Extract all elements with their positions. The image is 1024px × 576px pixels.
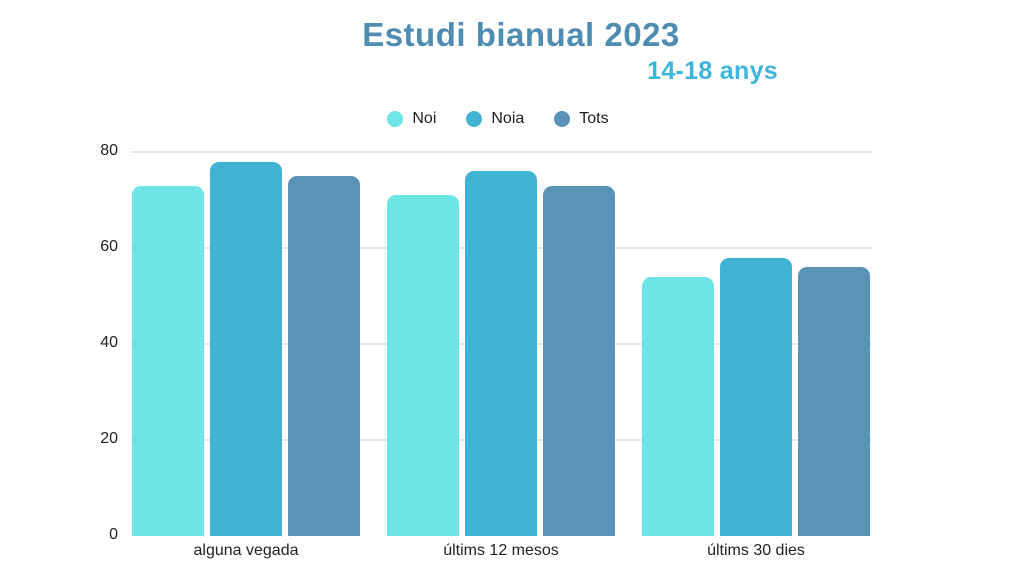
bar-noi-3 [642, 276, 714, 536]
y-tick-label: 60 [100, 238, 118, 255]
gridline [130, 151, 872, 153]
bar-noia-2 [465, 171, 537, 536]
page-subtitle: 14-18 anys [647, 57, 778, 85]
bar-noi-2 [387, 195, 459, 536]
bar-tots-1 [288, 176, 360, 536]
legend-item-tots: Tots [554, 110, 609, 128]
y-tick-label: 20 [100, 430, 118, 447]
bar-noi-1 [132, 185, 204, 536]
page-title: Estudi bianual 2023 [362, 16, 680, 53]
bar-group [132, 161, 360, 536]
y-tick-label: 40 [100, 334, 118, 351]
legend-label: Noi [412, 110, 437, 127]
legend-label: Noia [491, 110, 525, 127]
legend-label: Tots [579, 110, 609, 127]
bar-tots-3 [798, 267, 870, 536]
bar-group [387, 171, 615, 536]
legend-item-noi: Noi [387, 110, 436, 128]
x-tick-label: últims 30 dies [707, 542, 805, 559]
legend-dot-icon [387, 111, 404, 127]
x-tick-label: alguna vegada [193, 542, 299, 559]
legend-dot-icon [466, 111, 483, 127]
bar-noia-3 [720, 257, 792, 536]
legend-dot-icon [554, 111, 571, 127]
bars-layer [130, 152, 872, 536]
bar-tots-2 [543, 185, 615, 536]
legend-item-noia: Noia [466, 110, 524, 128]
plot-area: 0 20 40 60 80 alguna vegada últims 12 mesos úl… [100, 142, 872, 559]
y-tick-label: 80 [100, 142, 118, 159]
bar-group [642, 257, 870, 536]
bar-noia-1 [210, 161, 282, 536]
x-tick-label: últims 12 mesos [443, 542, 559, 559]
legend: Noi Noia Tots [0, 110, 1010, 128]
y-tick-label: 0 [109, 526, 118, 543]
